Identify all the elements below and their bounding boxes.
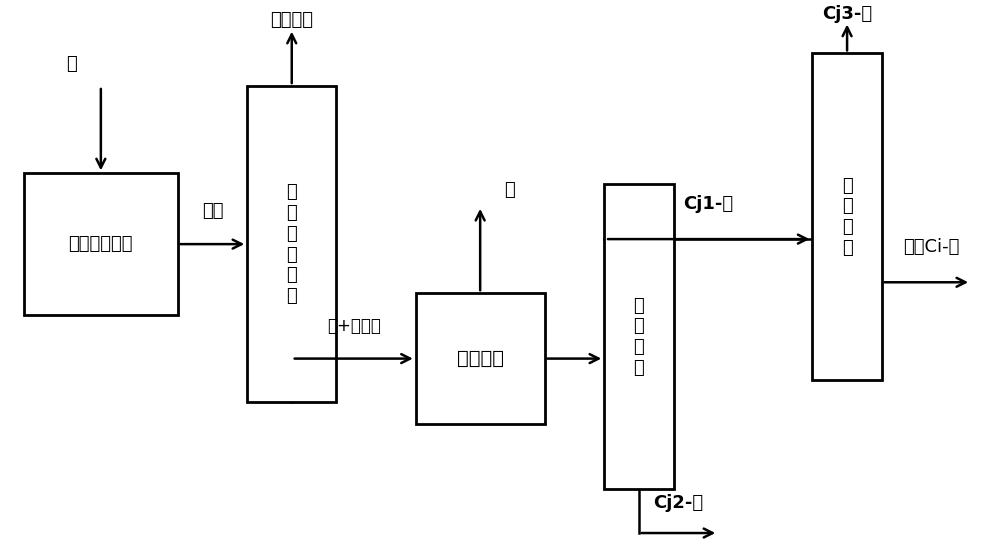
Text: 熔融结晶: 熔融结晶 [457,349,504,368]
Text: 蒽: 蒽 [66,55,76,73]
Text: Cj1-蒽: Cj1-蒽 [683,195,733,212]
Text: 蒽+烷基蒽: 蒽+烷基蒽 [327,317,381,335]
Text: Cj3-蒽: Cj3-蒽 [822,5,872,23]
FancyBboxPatch shape [24,173,178,315]
Text: 分
离
反
应
溶
剂: 分 离 反 应 溶 剂 [286,183,297,305]
FancyBboxPatch shape [812,53,882,380]
Text: 产物: 产物 [202,202,223,220]
Text: 蒽制备烷基蒽: 蒽制备烷基蒽 [69,235,133,253]
FancyBboxPatch shape [604,184,674,490]
FancyBboxPatch shape [247,86,336,402]
Text: 第
二
蒸
馏: 第 二 蒸 馏 [842,177,852,257]
Text: 产品Ci-蒽: 产品Ci-蒽 [903,238,960,256]
Text: 第
一
蒸
馏: 第 一 蒸 馏 [633,297,644,377]
Text: Cj2-蒽: Cj2-蒽 [653,494,704,512]
Text: 反应溶剂: 反应溶剂 [270,11,313,29]
Text: 蒽: 蒽 [505,181,515,198]
FancyBboxPatch shape [416,293,545,424]
